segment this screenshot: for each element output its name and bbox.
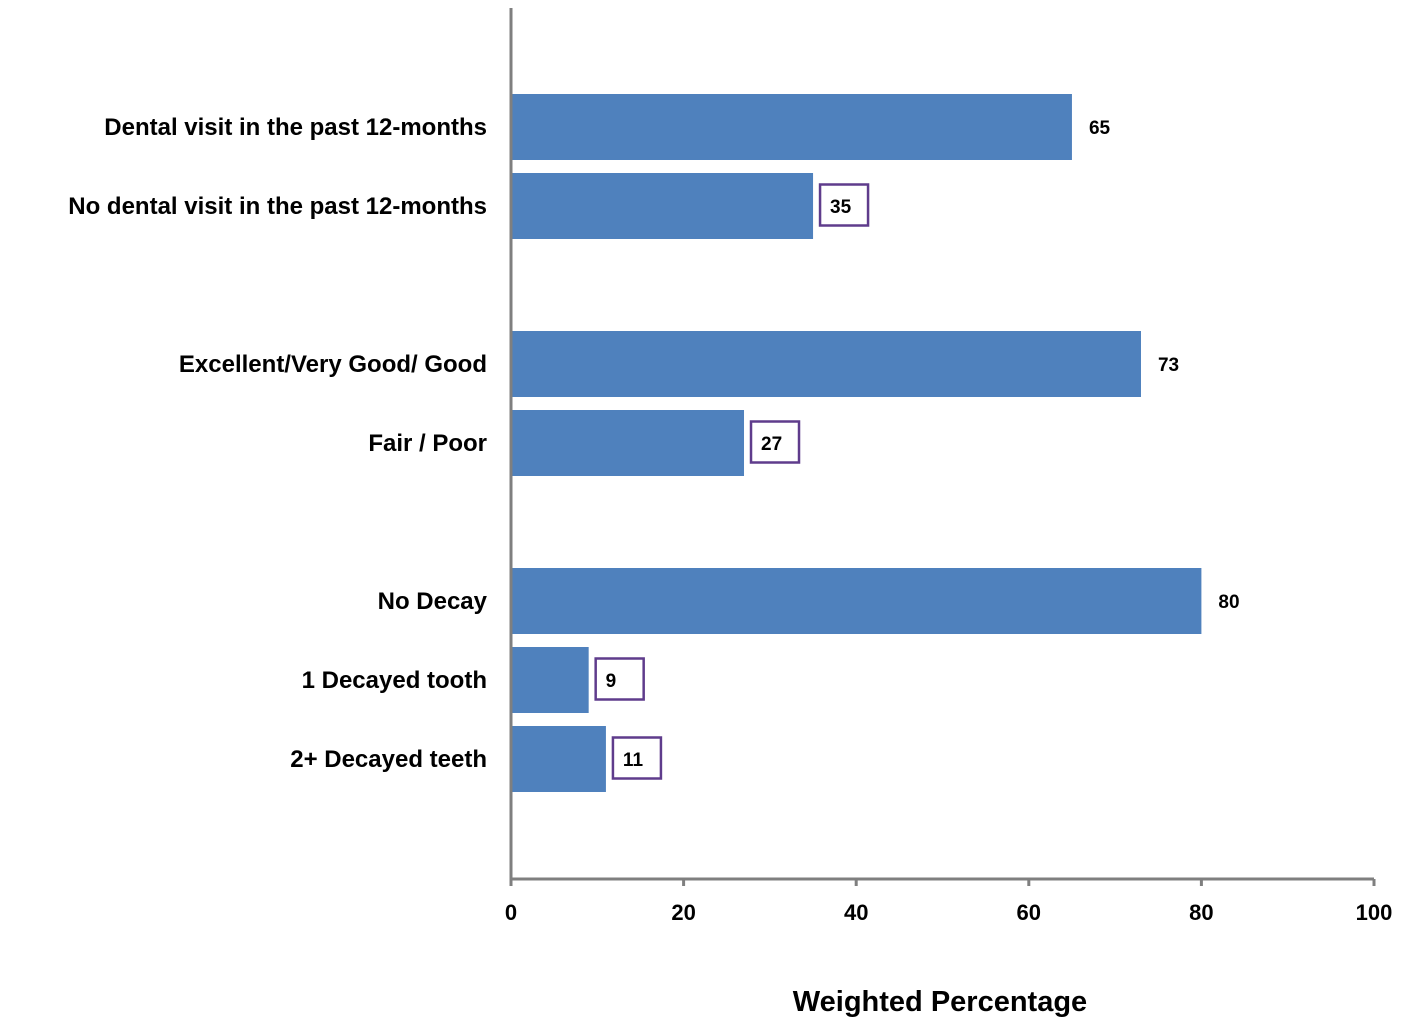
data-label-box (749, 420, 801, 464)
bar (511, 726, 606, 792)
bar (511, 647, 589, 713)
x-tick-label: 100 (1356, 900, 1393, 925)
x-tick-label: 0 (505, 900, 517, 925)
category-label: 2+ Decayed teeth (290, 746, 487, 773)
category-label: 1 Decayed tooth (302, 667, 487, 694)
axis-layer: 0 20 40 60 80 100 (505, 8, 1392, 925)
bar (511, 173, 814, 239)
x-tick-label: 40 (844, 900, 868, 925)
data-label-box (818, 183, 870, 227)
bar (511, 331, 1141, 397)
bars-layer (511, 94, 1202, 792)
category-label: Fair / Poor (368, 430, 487, 457)
bar (511, 410, 745, 476)
bar (511, 94, 1072, 160)
bar (511, 568, 1202, 634)
data-label: 9 (606, 671, 617, 692)
data-label: 35 (830, 197, 852, 218)
data-label: 65 (1089, 118, 1111, 139)
x-axis-title: Weighted Percentage (793, 986, 1087, 1018)
data-label-box (594, 657, 645, 701)
data-label: 11 (623, 750, 644, 771)
category-label: No Decay (378, 588, 488, 615)
data-label: 27 (761, 434, 782, 455)
category-label: Dental visit in the past 12-months (104, 114, 487, 141)
data-label: 80 (1218, 592, 1239, 613)
data-label-box (611, 736, 663, 780)
category-label: Excellent/Very Good/ Good (179, 351, 487, 378)
labels-layer: Dental visit in the past 12-months 65 No d… (68, 114, 1240, 780)
x-tick-label: 80 (1189, 900, 1213, 925)
x-tick-label: 20 (671, 900, 695, 925)
x-tick-label: 60 (1017, 900, 1041, 925)
category-label: No dental visit in the past 12-months (68, 193, 487, 220)
data-label: 73 (1158, 355, 1179, 376)
